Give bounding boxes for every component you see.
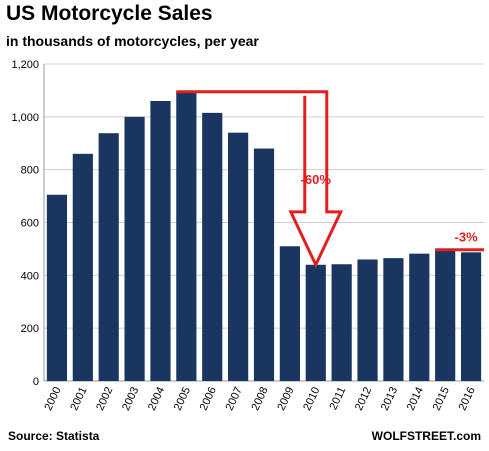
bar-2002 <box>98 133 119 381</box>
x-tick-label: 2000 <box>42 385 63 412</box>
x-tick-label: 2015 <box>431 385 452 412</box>
y-axis-ticks: 0 200 400 600 800 1,000 1,200 <box>11 59 39 388</box>
drop-percent-label: -60% <box>301 172 332 187</box>
x-tick-label: 2007 <box>224 385 245 412</box>
bar-2001 <box>72 153 93 381</box>
y-tick-label: 1,200 <box>11 59 39 71</box>
bar-2008 <box>253 148 275 381</box>
source-label: Source: Statista <box>8 429 100 443</box>
annotations: -60% -3% <box>176 90 484 269</box>
x-tick-label: 2016 <box>457 385 478 412</box>
x-tick-label: 2005 <box>172 385 193 412</box>
x-axis-ticks: 2000 2001 2002 2003 2004 2005 2006 2007 2008 2009… <box>42 385 477 412</box>
bar-2007 <box>228 132 249 381</box>
bar-2009 <box>279 246 300 381</box>
x-tick-label: 2008 <box>249 385 270 412</box>
y-tick-label: 200 <box>21 323 39 335</box>
y-tick-label: 1,000 <box>11 112 39 124</box>
x-tick-label: 2012 <box>353 385 374 412</box>
chart-subtitle: in thousands of motorcycles, per year <box>6 33 259 49</box>
bar-2004 <box>150 100 171 381</box>
bar-2003 <box>124 116 145 381</box>
watermark-label: WOLFSTREET.com <box>371 429 481 443</box>
x-tick-label: 2001 <box>68 385 89 412</box>
y-tick-label: 400 <box>21 270 39 282</box>
x-tick-label: 2011 <box>327 385 348 412</box>
bars <box>46 91 482 382</box>
drop-arrow <box>176 90 344 269</box>
bar-2005 <box>176 91 197 382</box>
x-tick-label: 2014 <box>405 385 426 412</box>
bar-2016 <box>460 252 482 381</box>
x-tick-label: 2002 <box>94 385 115 412</box>
bar-2012 <box>357 259 378 381</box>
x-tick-label: 2013 <box>379 385 400 412</box>
bar-2010 <box>305 264 326 381</box>
x-tick-label: 2010 <box>301 385 322 412</box>
y-tick-label: 0 <box>33 376 39 388</box>
y-tick-label: 800 <box>21 165 39 177</box>
chart-title: US Motorcycle Sales <box>6 2 213 25</box>
x-tick-label: 2003 <box>120 385 141 412</box>
bar-2013 <box>383 258 404 381</box>
bar-2014 <box>409 253 430 381</box>
y-tick-label: 600 <box>21 218 39 230</box>
change-percent-label: -3% <box>455 230 479 245</box>
bar-2011 <box>331 264 352 381</box>
x-tick-label: 2009 <box>275 385 296 412</box>
x-tick-label: 2004 <box>146 385 167 412</box>
bar-2015 <box>435 249 456 381</box>
x-tick-label: 2006 <box>198 385 219 412</box>
bar-2006 <box>202 112 223 381</box>
bar-2000 <box>46 194 68 381</box>
